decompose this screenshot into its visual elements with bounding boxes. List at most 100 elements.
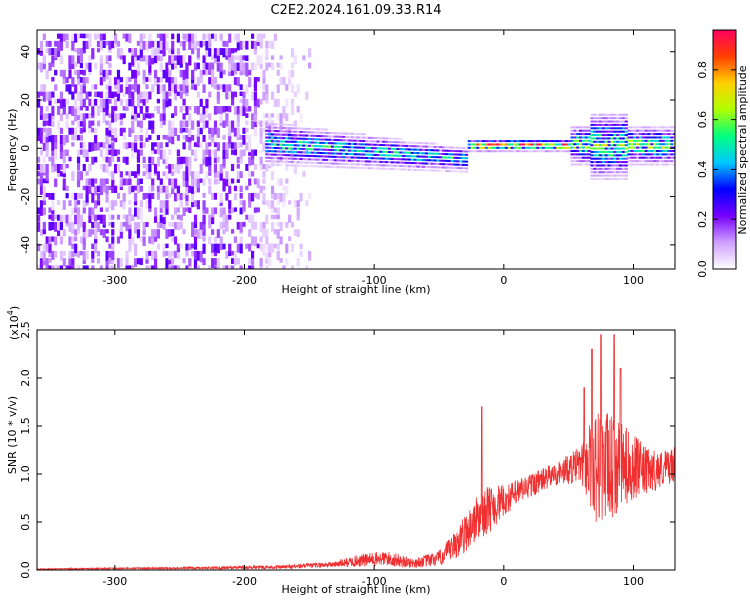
spectrogram-cell — [367, 163, 372, 166]
spectrogram-cell — [259, 135, 263, 144]
spectrogram-cell — [222, 156, 226, 167]
spectrogram-cell — [607, 130, 611, 133]
spectrogram-cell — [105, 69, 109, 80]
spectrogram-cell — [396, 164, 400, 167]
spectrogram-cell — [276, 143, 280, 146]
spectrogram-cell — [345, 136, 349, 139]
spectrogram-cell — [165, 156, 169, 166]
spectrogram-cell — [173, 62, 178, 69]
spectrogram-cell — [479, 140, 483, 143]
spectrogram-cell — [165, 33, 169, 39]
spectrogram-cell — [279, 147, 283, 150]
spectrogram-cell — [456, 156, 460, 159]
spectrogram-cell — [208, 135, 212, 140]
spectrogram-cell — [211, 250, 215, 257]
spectrogram-cell — [125, 171, 129, 176]
spectrogram-cell — [85, 229, 89, 239]
spectrogram-cell — [270, 40, 275, 49]
spectrogram-cell — [624, 171, 628, 174]
spectrogram-cell — [647, 136, 651, 139]
spectrogram-cell — [131, 48, 135, 56]
spectrogram-cell — [576, 163, 580, 166]
spectrogram-cell — [293, 229, 297, 236]
spectrogram-cell — [385, 140, 389, 143]
spectrogram-cell — [191, 185, 195, 194]
spectrogram-cell — [616, 123, 620, 126]
spectrogram-cell — [413, 141, 417, 144]
spectrogram-cell — [584, 156, 588, 159]
spectrogram-cell — [290, 149, 295, 158]
spectrogram-cell — [393, 137, 397, 140]
spectrogram-cell — [250, 113, 255, 121]
spectrogram-cell — [153, 236, 158, 242]
spectrogram-cell — [196, 55, 200, 61]
spectrogram-cell — [410, 168, 414, 171]
spectrogram-cell — [459, 157, 463, 160]
spectrogram-cell — [285, 154, 289, 157]
spectrogram-cell — [253, 91, 258, 101]
spectrogram-cell — [54, 221, 58, 232]
spectrogram-cell — [74, 250, 78, 257]
spectrogram-cell — [171, 127, 175, 137]
spectrogram-cell — [253, 178, 258, 185]
spectrogram-cell — [179, 40, 183, 47]
spectrogram-cell — [658, 136, 663, 139]
spectrogram-cell — [42, 55, 46, 64]
spectrogram-cell — [467, 146, 471, 149]
spectrogram-cell — [630, 146, 634, 149]
spectrogram-cell — [621, 120, 626, 123]
spectrogram-cell — [111, 91, 115, 99]
spectrogram-cell — [339, 152, 343, 155]
spectrogram-cell — [613, 147, 617, 150]
spectrogram-cell — [416, 165, 420, 168]
spectrogram-cell — [233, 149, 238, 156]
spectrogram-cell — [444, 149, 449, 152]
spectrogram-cell — [276, 229, 280, 239]
spectrogram-cell — [593, 134, 597, 137]
spectrogram-cell — [581, 129, 586, 132]
spectrogram-cell — [51, 200, 55, 211]
spectrogram-cell — [148, 265, 152, 269]
spectrogram-cell — [108, 243, 112, 249]
spectrogram-cell — [191, 200, 195, 208]
spectrogram-cell — [345, 166, 349, 169]
spectrogram-cell — [644, 133, 648, 136]
spectrogram-cell — [213, 156, 218, 164]
spectrogram-cell — [581, 143, 586, 146]
spectrogram-cell — [641, 163, 646, 166]
spectrogram-cell — [165, 258, 169, 269]
spectrogram-cell — [410, 155, 414, 158]
spectrogram-cell — [108, 156, 112, 167]
spectrogram-cell — [68, 236, 72, 246]
spectrogram-cell — [193, 200, 198, 207]
spectrogram-cell — [105, 106, 109, 116]
spectrogram-cell — [236, 62, 240, 71]
spectrogram-cell — [51, 91, 55, 98]
spectrogram-cell — [139, 258, 143, 265]
spectrogram-cell — [51, 135, 55, 144]
spectrogram-cell — [176, 91, 180, 96]
spectrogram-cell — [590, 154, 594, 157]
spectrogram-cell — [393, 151, 397, 154]
spectrogram-cell — [396, 168, 400, 171]
spectrogram-cell — [610, 147, 614, 150]
spectrogram-cell — [607, 174, 611, 177]
spectrogram-cell — [270, 91, 275, 100]
spectrogram-cell — [236, 163, 240, 169]
spectrogram-cell — [162, 69, 166, 79]
spectrogram-cell — [658, 129, 663, 132]
spectrogram-cell — [336, 162, 340, 165]
spectrogram-cell — [245, 69, 249, 77]
spectrogram-cell — [293, 157, 297, 160]
spectrogram-cell — [42, 156, 46, 163]
spectrogram-cell — [310, 165, 315, 168]
spectrogram-cell — [570, 163, 574, 166]
spectrogram-cell — [156, 185, 161, 193]
spectrogram-cell — [188, 243, 192, 251]
spectrogram-cell — [265, 236, 269, 245]
spectrogram-cell — [216, 127, 220, 138]
spectrogram-cell — [74, 98, 78, 109]
spectrogram-cell — [268, 136, 272, 139]
spectrogram-cell — [636, 146, 640, 149]
spectrogram-cell — [88, 127, 92, 134]
